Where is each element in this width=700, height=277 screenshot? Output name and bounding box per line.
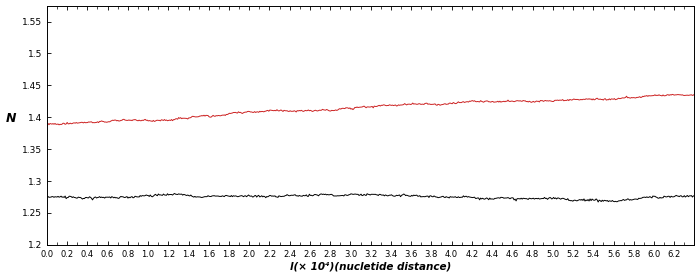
X-axis label: l(× 10⁴)(nucletide distance): l(× 10⁴)(nucletide distance) <box>290 261 452 271</box>
Y-axis label: N: N <box>6 112 16 125</box>
